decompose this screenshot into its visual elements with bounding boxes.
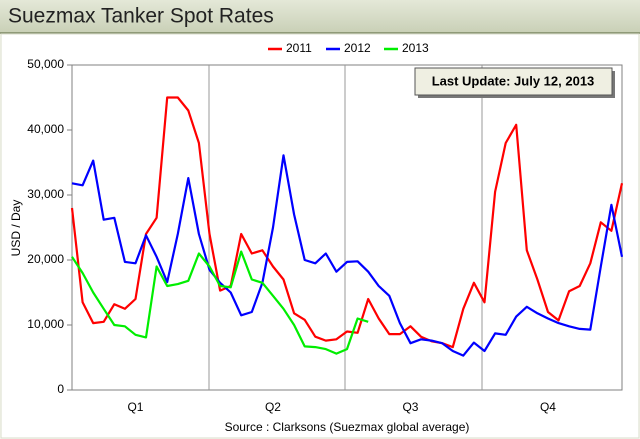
chart-title: Suezmax Tanker Spot Rates (8, 5, 274, 28)
plot-area (71, 64, 623, 391)
title-bar (0, 0, 640, 33)
legend-label: 2013 (402, 41, 429, 55)
x-tick-label: Q3 (402, 400, 418, 414)
series-line (71, 250, 369, 355)
y-tick-label: 0 (57, 382, 64, 396)
annotation: Last Update: July 12, 2013 (432, 73, 595, 88)
x-tick-label: Q1 (127, 400, 143, 414)
source-note: Source : Clarksons (Suezmax global avera… (225, 420, 470, 434)
legend-label: 2012 (344, 41, 371, 55)
y-tick-label: 10,000 (27, 317, 64, 331)
series-line (70, 96, 624, 349)
y-tick-label: 30,000 (27, 187, 64, 201)
y-tick-label: 40,000 (27, 122, 64, 136)
y-tick-label: 20,000 (27, 252, 64, 266)
x-tick-label: Q4 (540, 400, 556, 414)
y-axis-label: USD / Day (9, 200, 23, 257)
x-tick-label: Q2 (265, 400, 281, 414)
legend-label: 2011 (286, 41, 312, 55)
annotation-box (414, 67, 613, 96)
y-tick-label: 50,000 (27, 57, 64, 71)
series-line (71, 154, 624, 357)
